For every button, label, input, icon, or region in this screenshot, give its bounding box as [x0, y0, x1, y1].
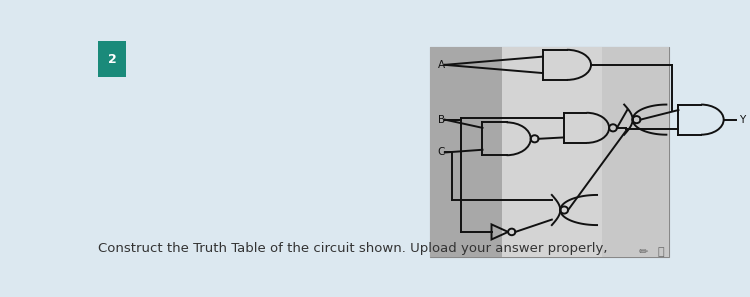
FancyBboxPatch shape [430, 47, 669, 257]
Text: 2: 2 [108, 53, 117, 66]
FancyBboxPatch shape [430, 47, 514, 257]
Text: C: C [437, 148, 445, 157]
FancyBboxPatch shape [602, 47, 669, 257]
Text: A: A [438, 60, 445, 70]
FancyBboxPatch shape [98, 41, 126, 77]
FancyBboxPatch shape [502, 47, 609, 257]
Text: Construct the Truth Table of the circuit shown. Upload your answer properly,: Construct the Truth Table of the circuit… [98, 242, 608, 255]
Text: ✏: ✏ [638, 247, 648, 257]
Text: B: B [438, 115, 445, 125]
Text: 🗑: 🗑 [657, 247, 664, 257]
Text: Y: Y [739, 115, 745, 125]
